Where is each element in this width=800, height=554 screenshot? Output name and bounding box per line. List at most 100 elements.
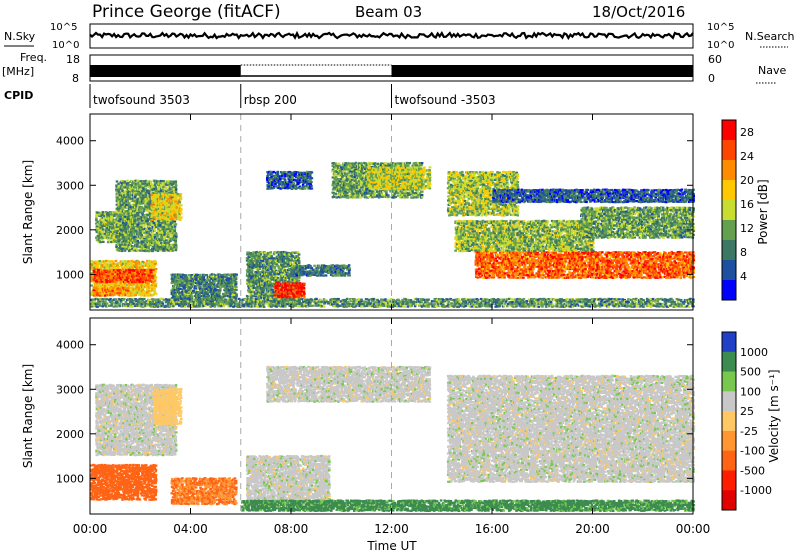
heatmap-cell (107, 264, 111, 267)
heatmap-cell (121, 217, 124, 220)
heatmap-cell (145, 268, 149, 272)
heatmap-cell (151, 231, 155, 234)
heatmap-cell (173, 220, 177, 223)
heatmap-cell (130, 247, 134, 250)
heatmap-cell (147, 190, 151, 193)
heatmap-cell (127, 202, 131, 205)
heatmap-cell (123, 284, 127, 287)
heatmap-cell (146, 266, 150, 269)
heatmap-cell (142, 230, 145, 233)
heatmap-cell (143, 214, 146, 217)
heatmap-cell (151, 223, 155, 226)
heatmap-cell (147, 208, 150, 211)
heatmap-cell (153, 274, 156, 277)
heatmap-cell (97, 234, 100, 237)
heatmap-cell (101, 232, 105, 235)
heatmap-cell (137, 264, 141, 267)
heatmap-cell (138, 211, 141, 214)
heatmap-cell (160, 245, 163, 248)
heatmap-cell (126, 224, 130, 227)
heatmap-cell (118, 245, 122, 248)
heatmap-cell (157, 247, 160, 250)
heatmap-cell (128, 196, 131, 199)
heatmap-cell (235, 295, 238, 298)
freq-unit: [MHz] (2, 65, 34, 78)
heatmap-cell (104, 268, 108, 271)
heatmap-cell (154, 262, 157, 265)
heatmap-cell (153, 229, 157, 232)
heatmap-cell (109, 284, 112, 287)
heatmap-cell (135, 262, 139, 265)
heatmap-cell (155, 221, 159, 224)
heatmap-cell (103, 225, 107, 228)
heatmap-cell (117, 200, 120, 203)
heatmap-cell (139, 192, 143, 195)
heatmap-cell (129, 261, 132, 264)
cpid-segment-label: twofsound 3503 (93, 93, 190, 107)
heatmap-cell (297, 253, 301, 256)
heatmap-cell (157, 182, 161, 185)
heatmap-cell (104, 211, 108, 214)
heatmap-cell (110, 262, 113, 265)
heatmap-cell (105, 259, 108, 262)
heatmap-cell (105, 227, 109, 230)
heatmap-cell (101, 216, 105, 219)
heatmap-cell (128, 212, 131, 215)
heatmap-cell (131, 213, 134, 216)
heatmap-cell (162, 182, 165, 185)
heatmap-cell (133, 236, 137, 239)
heatmap-cell (142, 182, 145, 185)
heatmap-cell (207, 294, 211, 297)
heatmap-cell (115, 180, 119, 183)
heatmap-cell (162, 183, 165, 186)
heatmap-cell (115, 213, 118, 216)
heatmap-cell (96, 287, 99, 290)
heatmap-cell (156, 183, 160, 186)
heatmap-cell (163, 185, 166, 188)
heatmap-cell (133, 182, 136, 185)
heatmap-cell (106, 262, 109, 265)
heatmap-cell (112, 232, 115, 236)
heatmap-cell (109, 268, 112, 271)
heatmap-cell (106, 282, 109, 285)
heatmap-cell (153, 239, 156, 242)
heatmap-cell (143, 215, 147, 218)
heatmap-cell (174, 180, 178, 183)
heatmap-cell (144, 195, 148, 198)
heatmap-cell (124, 213, 128, 216)
heatmap-cell (147, 245, 151, 248)
heatmap-cell (125, 202, 128, 205)
heatmap-cell (121, 262, 125, 265)
heatmap-cell (120, 262, 123, 265)
heatmap-cell (120, 266, 124, 269)
heatmap-cell (130, 231, 133, 234)
heatmap-cell (119, 218, 123, 221)
heatmap-cell (142, 210, 145, 213)
heatmap-cell (136, 211, 139, 214)
heatmap-cell (126, 234, 130, 238)
heatmap-cell (138, 283, 142, 286)
heatmap-cell (135, 286, 138, 289)
heatmap-cell (269, 253, 272, 256)
heatmap-cell (150, 227, 154, 231)
heatmap-cell (159, 239, 162, 242)
heatmap-cell (152, 276, 156, 279)
nsky-label: N.Sky (4, 30, 36, 43)
heatmap-cell (96, 231, 99, 234)
heatmap-cell (112, 211, 115, 214)
heatmap-cell (157, 227, 160, 231)
heatmap-cell (140, 239, 143, 242)
heatmap-cell (130, 180, 134, 183)
heatmap-cell (158, 190, 161, 193)
heatmap-cell (92, 262, 95, 265)
heatmap-cell (106, 225, 110, 228)
heatmap-cell (148, 200, 152, 203)
heatmap-cell (163, 231, 166, 234)
heatmap-cell (172, 285, 176, 288)
heatmap-cell (147, 185, 151, 188)
heatmap-cell (104, 220, 107, 223)
heatmap-cell (174, 182, 178, 185)
heatmap-cell (141, 212, 144, 215)
heatmap-cell (111, 219, 114, 222)
